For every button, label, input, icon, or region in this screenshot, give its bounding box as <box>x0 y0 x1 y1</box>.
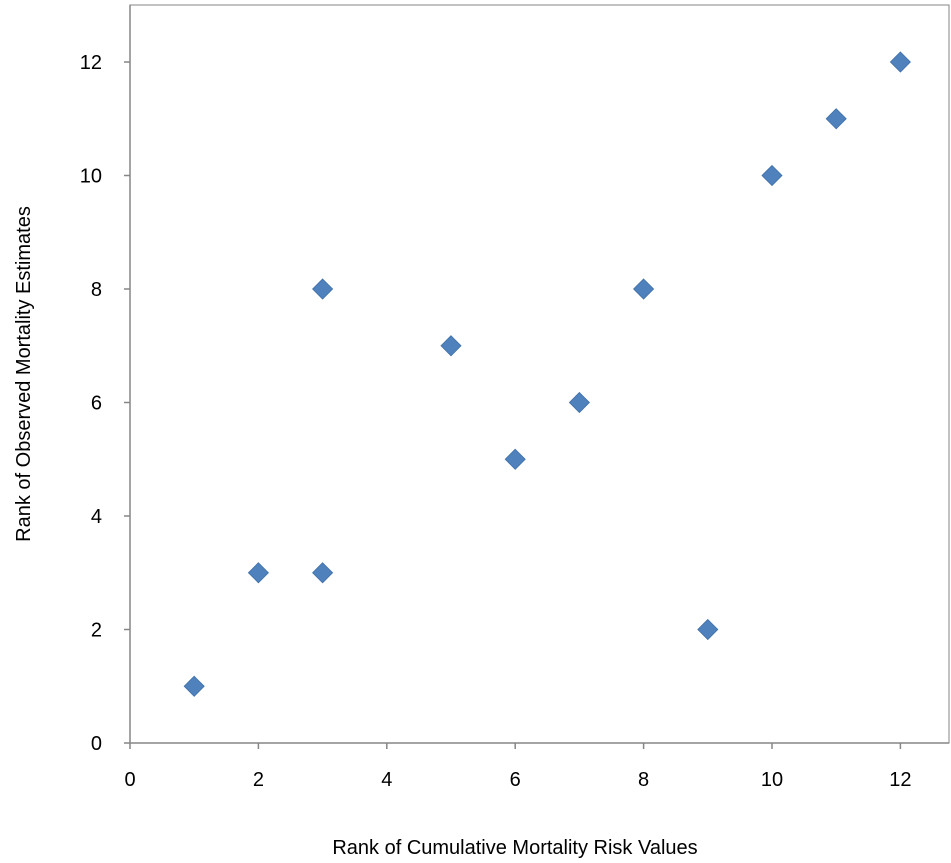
data-points <box>183 51 911 697</box>
data-point-marker <box>568 391 590 414</box>
data-point-marker <box>504 448 526 470</box>
x-tick-label: 0 <box>124 769 135 791</box>
y-tick-label: 8 <box>91 279 102 301</box>
x-tick-label: 6 <box>510 769 521 791</box>
x-tick-label: 10 <box>761 769 783 791</box>
y-tick-label: 0 <box>91 733 102 755</box>
y-axis-title: Rank of Observed Mortality Estimates <box>13 206 35 542</box>
data-point-marker <box>697 618 719 641</box>
y-tick-label: 12 <box>80 52 102 74</box>
y-tick-label: 2 <box>91 620 102 642</box>
data-point-marker <box>312 278 334 300</box>
x-tick-label: 8 <box>638 769 649 791</box>
y-axis-ticks: 0 2 4 6 8 10 12 <box>80 52 130 755</box>
x-tick-label: 12 <box>889 769 911 791</box>
x-axis-ticks: 0 2 4 6 8 10 12 <box>124 743 912 791</box>
data-point-marker <box>312 562 334 584</box>
x-axis-title: Rank of Cumulative Mortality Risk Values <box>332 837 697 859</box>
data-point-marker <box>440 335 462 357</box>
data-point-marker <box>247 562 269 584</box>
plot-border <box>129 4 950 744</box>
data-point-marker <box>825 108 847 130</box>
y-tick-label: 6 <box>91 393 102 415</box>
x-tick-label: 2 <box>253 769 264 791</box>
data-point-marker <box>633 278 655 300</box>
y-tick-label: 10 <box>80 166 102 188</box>
data-point-marker <box>761 164 783 187</box>
y-tick-label: 4 <box>91 506 102 528</box>
x-tick-label: 4 <box>381 769 392 791</box>
data-point-marker <box>889 51 911 73</box>
data-point-marker <box>183 675 205 697</box>
